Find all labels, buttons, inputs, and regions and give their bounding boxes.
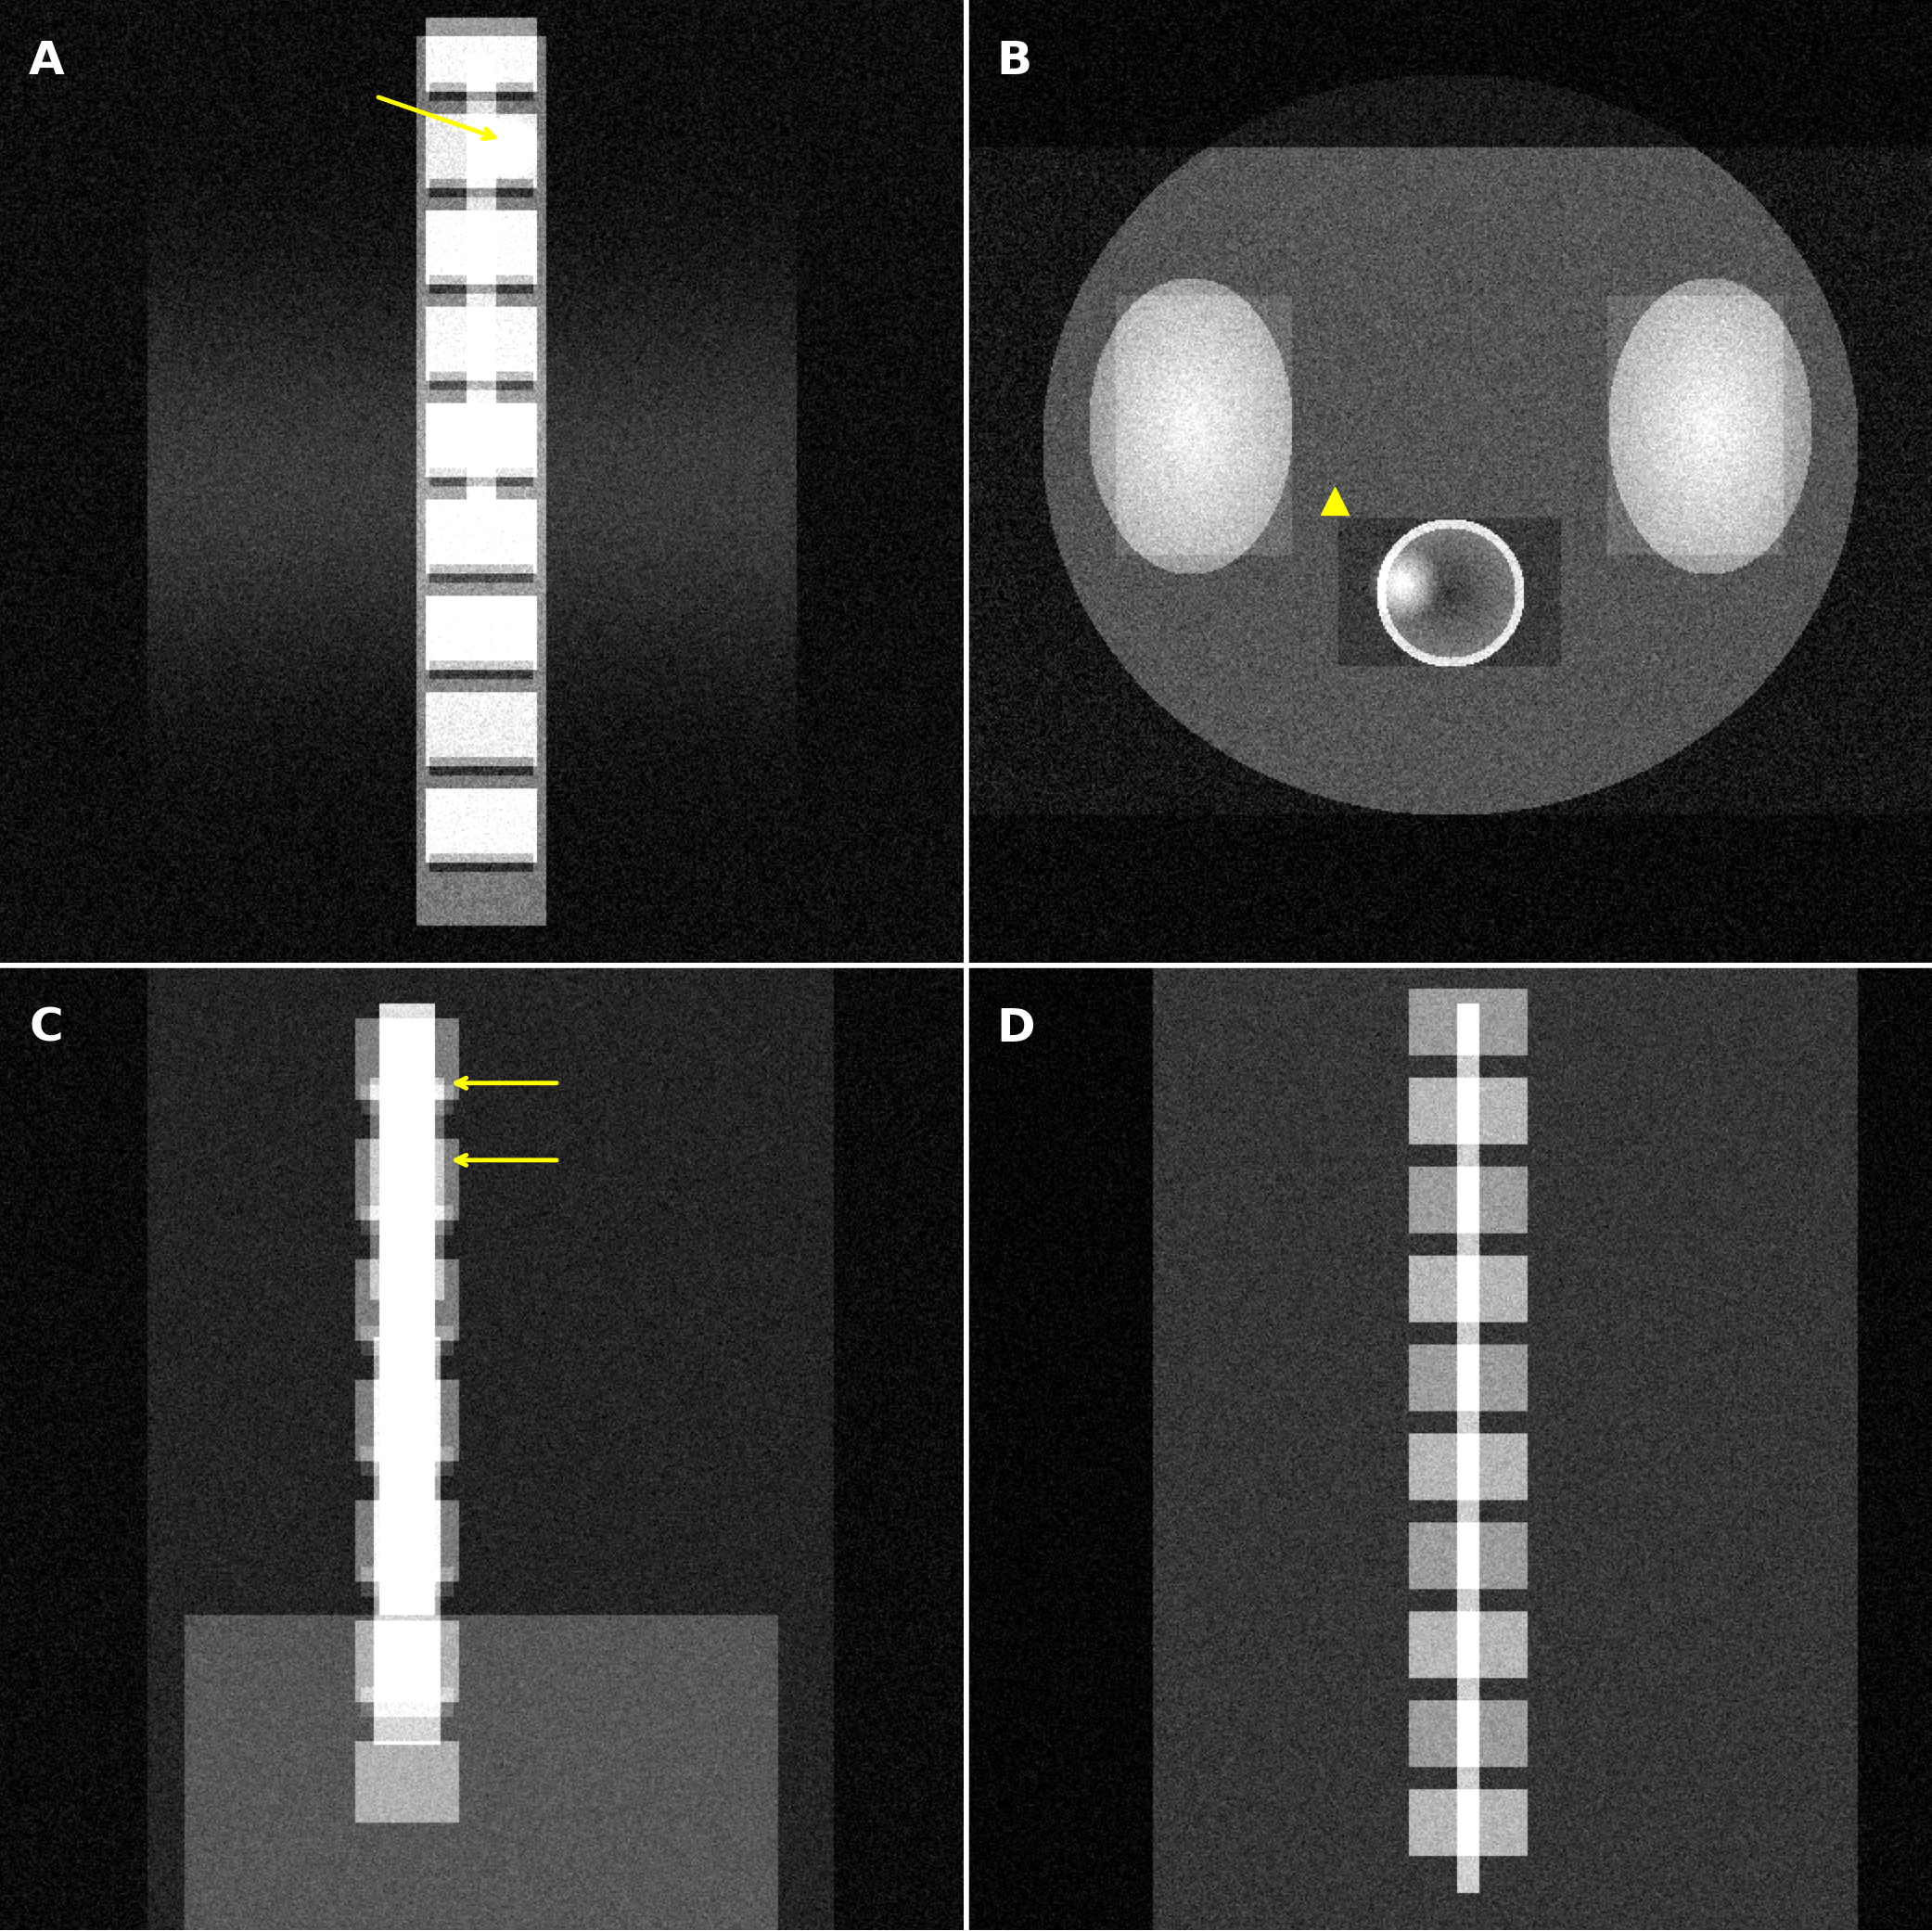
Text: A: A xyxy=(29,39,66,83)
Text: D: D xyxy=(997,1006,1036,1050)
Text: C: C xyxy=(29,1006,64,1050)
Text: B: B xyxy=(997,39,1032,83)
